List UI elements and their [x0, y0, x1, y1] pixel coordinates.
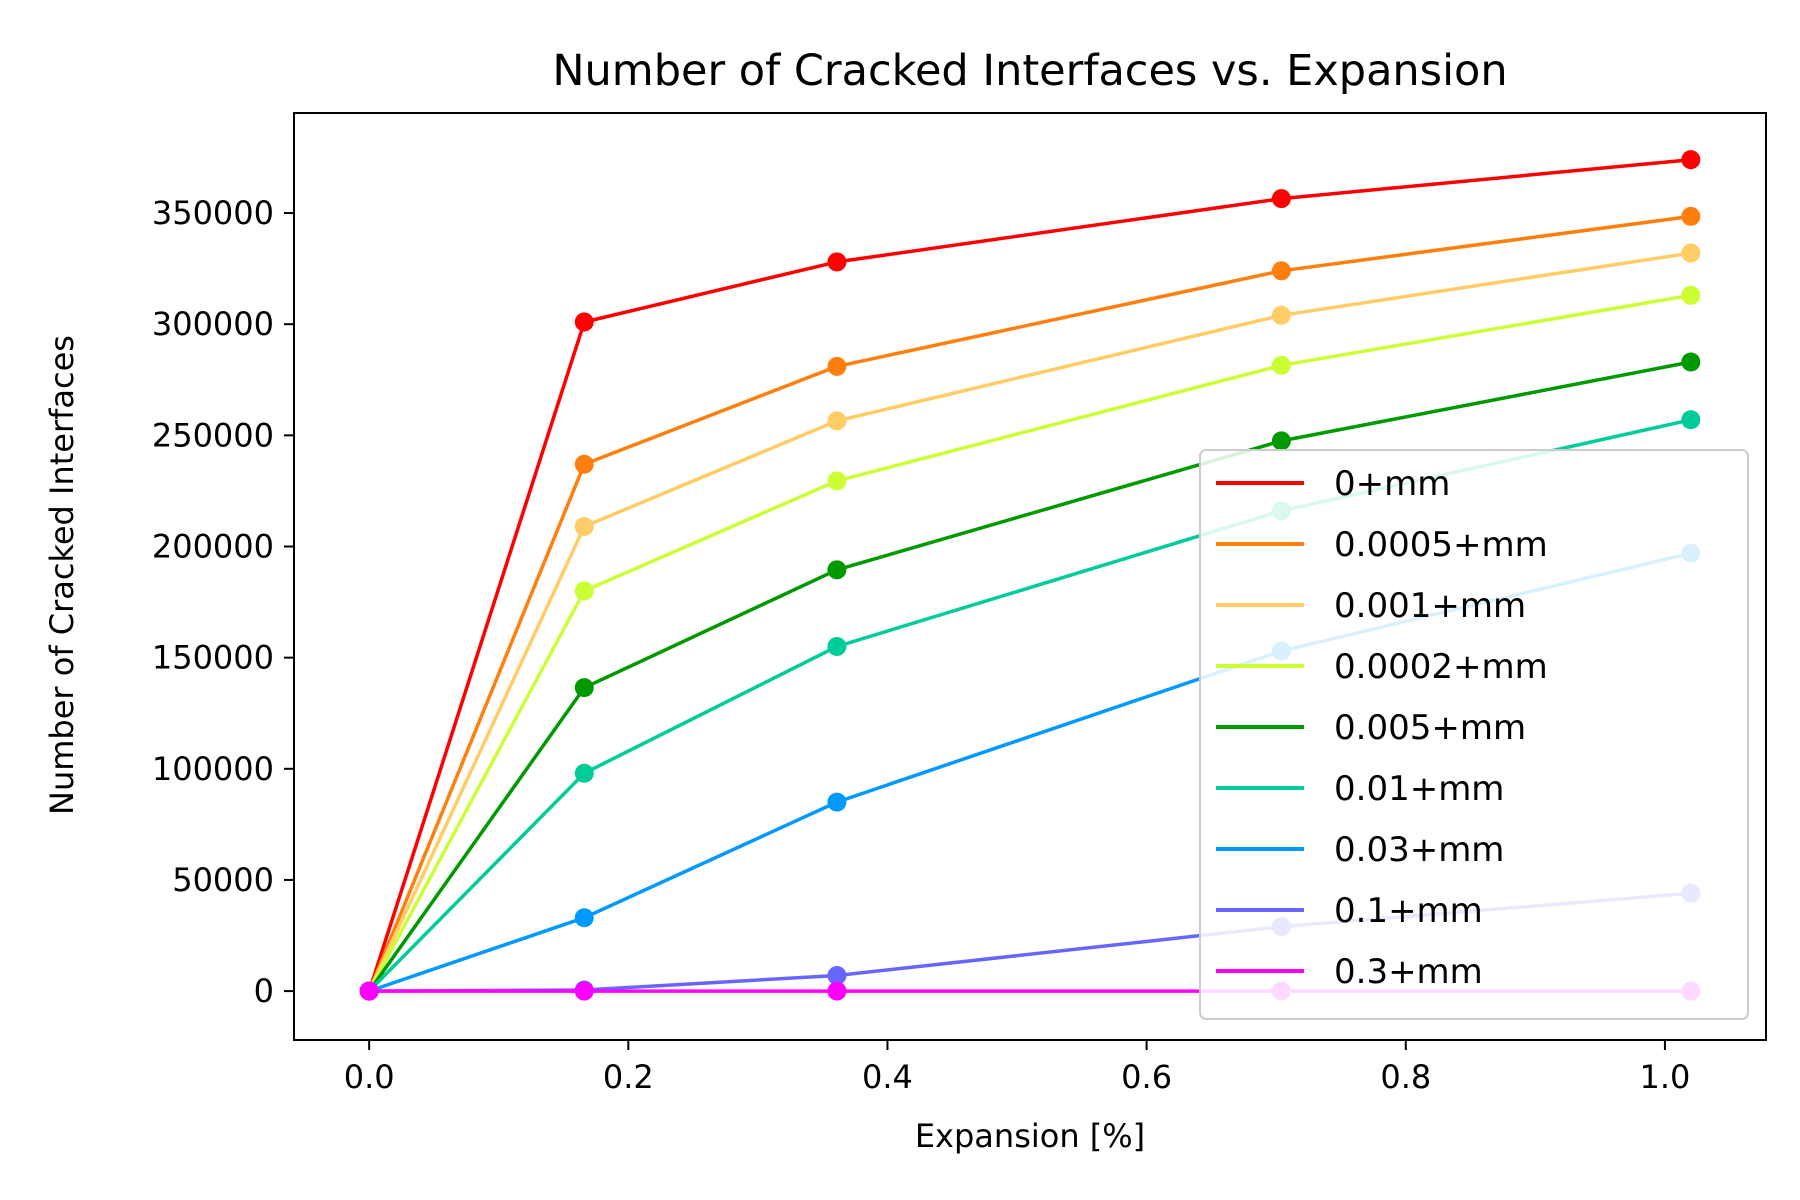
y-axis-ticks: 0 50000 100000 150000 200000 250000 300000 3500…: [152, 194, 294, 1010]
data-point: [827, 356, 847, 376]
legend-entry: 0.03+mm: [1216, 830, 1504, 870]
legend-label: 0.1+mm: [1334, 891, 1483, 931]
data-point: [1681, 150, 1701, 170]
data-point: [574, 581, 594, 601]
legend-entry: 0.0005+mm: [1216, 525, 1548, 565]
x-tick-label: 0.0: [344, 1058, 395, 1096]
x-tick-label: 1.0: [1639, 1058, 1690, 1096]
data-point: [827, 792, 847, 812]
legend-label: 0.03+mm: [1334, 830, 1504, 870]
legend-label: 0.001+mm: [1334, 586, 1526, 626]
data-point: [574, 678, 594, 698]
x-tick-label: 0.6: [1121, 1058, 1172, 1096]
y-tick-label: 100000: [152, 750, 274, 788]
data-point: [1681, 285, 1701, 305]
legend-entry: 0.005+mm: [1216, 708, 1526, 748]
data-point: [827, 637, 847, 657]
legend-entry: 0.1+mm: [1216, 891, 1483, 931]
data-point: [1681, 243, 1701, 263]
legend-entry: 0.01+mm: [1216, 769, 1504, 809]
chart-title: Number of Cracked Interfaces vs. Expansi…: [552, 46, 1507, 96]
data-point: [1681, 352, 1701, 372]
legend-entry: 0.3+mm: [1216, 952, 1483, 992]
x-axis-ticks: 0.0 0.2 0.4 0.6 0.8 1.0: [344, 1040, 1690, 1096]
data-point: [827, 981, 847, 1001]
legend-entry: 0.0002+mm: [1216, 647, 1548, 687]
data-point: [1271, 431, 1291, 451]
y-tick-label: 50000: [172, 861, 274, 899]
x-tick-label: 0.2: [603, 1058, 654, 1096]
data-point: [574, 981, 594, 1001]
data-point: [1271, 261, 1291, 281]
legend-label: 0.005+mm: [1334, 708, 1526, 748]
legend-label: 0+mm: [1334, 464, 1450, 504]
legend-label: 0.3+mm: [1334, 952, 1483, 992]
legend-entry: 0+mm: [1216, 464, 1450, 504]
y-tick-label: 300000: [152, 305, 274, 343]
data-point: [1271, 305, 1291, 325]
legend-entry: 0.001+mm: [1216, 586, 1526, 626]
data-point: [574, 908, 594, 928]
y-tick-label: 150000: [152, 639, 274, 677]
plot-frame: [293, 112, 1767, 1041]
y-tick-label: 350000: [152, 194, 274, 232]
legend-label: 0.0005+mm: [1334, 525, 1548, 565]
x-tick-label: 0.4: [862, 1058, 913, 1096]
data-point: [1271, 355, 1291, 375]
y-tick-label: 200000: [152, 527, 274, 565]
data-point: [827, 411, 847, 431]
data-point: [827, 471, 847, 491]
data-point: [1681, 410, 1701, 430]
y-tick-label: 0: [254, 972, 274, 1010]
y-axis-label: Number of Cracked Interfaces: [43, 335, 81, 815]
data-point: [827, 966, 847, 986]
data-point: [359, 981, 379, 1001]
plot-series: [359, 150, 1701, 1001]
data-point: [1681, 206, 1701, 226]
y-tick-label: 250000: [152, 416, 274, 454]
data-point: [574, 516, 594, 536]
data-point: [827, 560, 847, 580]
data-point: [574, 312, 594, 332]
x-tick-label: 0.8: [1380, 1058, 1431, 1096]
legend-box: [1199, 449, 1749, 1020]
series-2: [359, 243, 1701, 1001]
data-point: [1271, 189, 1291, 209]
legend-label: 0.0002+mm: [1334, 647, 1548, 687]
data-point: [574, 454, 594, 474]
legend: 0+mm 0.0005+mm 0.001+mm 0.0002+mm 0.005+mm 0.…: [1199, 449, 1749, 1020]
data-point: [574, 763, 594, 783]
legend-label: 0.01+mm: [1334, 769, 1504, 809]
data-point: [827, 252, 847, 272]
x-axis-label: Expansion [%]: [915, 1117, 1145, 1155]
